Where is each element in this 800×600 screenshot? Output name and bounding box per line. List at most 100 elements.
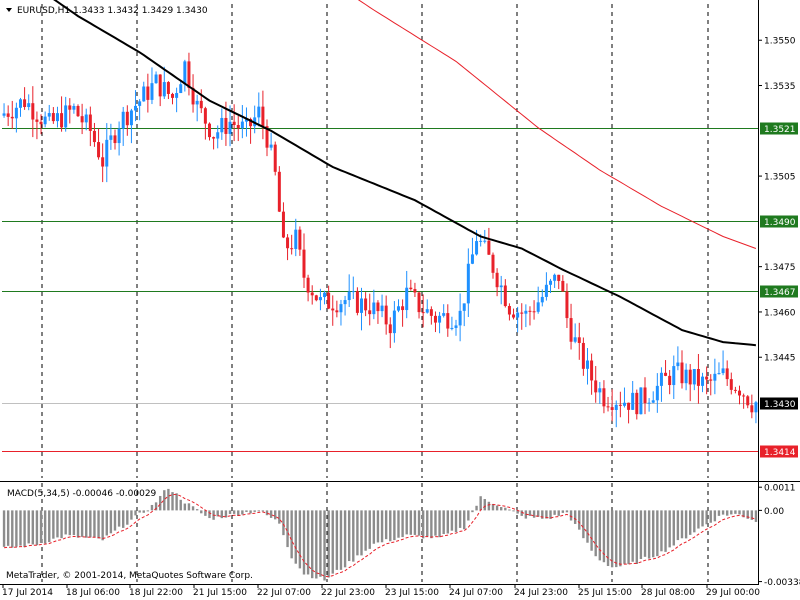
candle-body	[721, 368, 725, 374]
macd-bar	[483, 499, 486, 511]
candle-body	[105, 139, 109, 167]
candle-body	[733, 389, 737, 391]
macd-bar	[656, 510, 659, 557]
candle-body	[454, 325, 458, 328]
macd-bar	[257, 510, 260, 512]
candle-body	[692, 369, 696, 385]
candle-body	[520, 312, 524, 314]
macd-bar	[565, 510, 569, 513]
candle-body	[55, 113, 59, 122]
candle-body	[249, 118, 253, 127]
candle-body	[647, 402, 651, 404]
candle-body	[466, 263, 470, 304]
macd-bar	[68, 510, 71, 536]
macd-bar	[163, 490, 166, 511]
y-tick-label-3: 1.3475	[764, 263, 796, 273]
level-label-2: 1.3467	[764, 288, 796, 298]
macd-bar	[578, 510, 581, 530]
macd-bar	[39, 510, 43, 543]
candle-body	[635, 392, 639, 415]
macd-bar	[467, 510, 470, 521]
candle-body	[544, 284, 548, 297]
candle-body	[409, 287, 413, 290]
macd-bar	[573, 510, 577, 524]
candle-body	[590, 360, 594, 381]
macd-y-tick-label-2: -0.00338	[764, 578, 800, 588]
candle-body	[446, 313, 450, 329]
macd-bar	[2, 510, 6, 547]
macd-bar	[347, 510, 351, 562]
candle-body	[680, 362, 684, 384]
macd-bar	[23, 510, 26, 548]
candle-body	[72, 105, 76, 110]
candle-body	[598, 388, 602, 393]
macd-bar	[725, 510, 729, 516]
candle-body	[512, 314, 516, 318]
macd-bar	[265, 510, 269, 516]
macd-bar	[717, 510, 721, 516]
candle-body	[64, 105, 68, 128]
x-tick-label-7: 24 Jul 07:00	[449, 588, 503, 598]
macd-bar	[335, 510, 339, 570]
macd-bar	[450, 510, 454, 531]
candle-body	[294, 229, 298, 249]
candle-body	[327, 292, 331, 309]
candle-body	[347, 291, 351, 301]
macd-bar	[705, 510, 708, 525]
macd-bar	[179, 499, 182, 511]
candle-body	[627, 402, 631, 410]
macd-bar	[216, 510, 219, 517]
candle-body	[228, 121, 232, 134]
macd-bar	[372, 510, 376, 544]
candle-body	[684, 369, 688, 384]
macd-bar	[360, 510, 363, 556]
macd-bar	[167, 488, 170, 511]
candle-body	[191, 87, 195, 105]
macd-bar	[434, 510, 437, 536]
x-tick-label-9: 25 Jul 15:00	[578, 588, 632, 598]
candle-body	[265, 126, 269, 148]
x-tick-label-1: 18 Jul 06:00	[66, 588, 120, 598]
candle-body	[709, 379, 713, 381]
macd-bar	[750, 510, 754, 520]
candle-body	[507, 306, 511, 315]
macd-bar	[528, 510, 532, 516]
candle-body	[306, 277, 310, 293]
macd-bar	[430, 510, 433, 539]
candle-body	[659, 372, 663, 386]
macd-bar	[323, 510, 326, 581]
candle-body	[88, 114, 92, 131]
copyright: MetaTrader, © 2001-2014, MetaQuotes Soft…	[6, 571, 253, 581]
candle-body	[236, 125, 240, 129]
macd-bar	[668, 510, 671, 548]
candle-body	[195, 100, 199, 105]
candle-body	[23, 99, 27, 108]
macd-bar	[228, 510, 232, 514]
macd-bar	[504, 507, 507, 511]
candle-body	[343, 300, 347, 305]
macd-bar	[6, 510, 10, 546]
candle-body	[117, 128, 121, 144]
candle-body	[585, 360, 589, 369]
chart-menu-triangle-icon[interactable]	[6, 8, 12, 12]
candle-body	[639, 387, 643, 415]
macd-bar	[52, 510, 55, 539]
candle-body	[655, 385, 659, 401]
macd-bar	[64, 510, 67, 535]
candle-body	[281, 211, 285, 238]
candle-body	[401, 306, 405, 311]
macd-bar	[426, 510, 429, 537]
candle-body	[97, 142, 101, 158]
candle-body	[158, 74, 162, 97]
candle-body	[553, 274, 557, 281]
y-tick-label-4: 1.3460	[764, 308, 796, 318]
candle-body	[2, 113, 6, 116]
candle-body	[257, 106, 261, 118]
macd-bar	[561, 510, 565, 513]
macd-bar	[43, 510, 47, 544]
level-label-3: 1.3414	[764, 448, 796, 458]
macd-bar	[532, 510, 536, 518]
macd-bar	[175, 493, 178, 511]
